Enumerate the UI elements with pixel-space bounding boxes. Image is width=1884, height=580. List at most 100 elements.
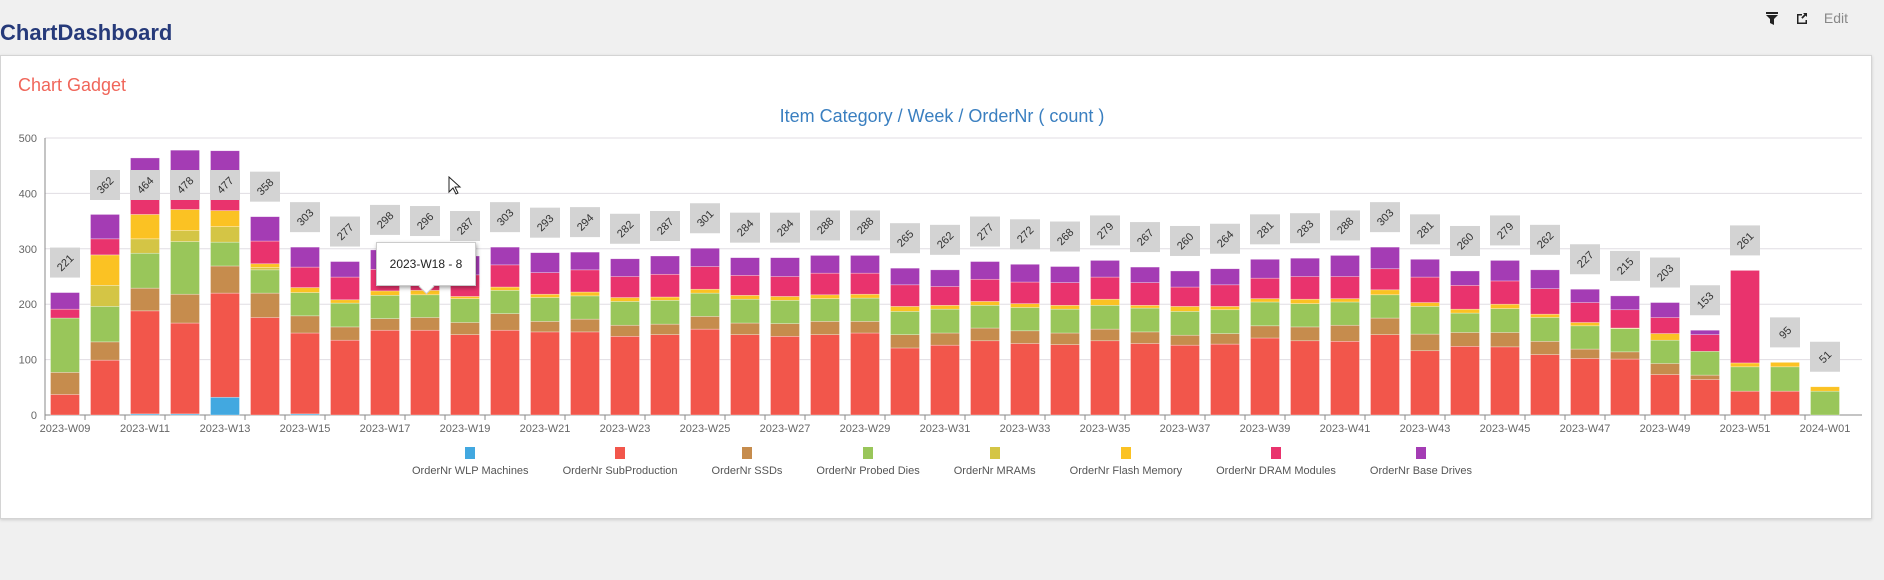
- bar-segment-ordernr-flash-memory-2023-W32[interactable]: [970, 301, 1000, 306]
- bar-segment-ordernr-ssds-2023-W49[interactable]: [1650, 363, 1680, 375]
- bar-segment-ordernr-ssds-2023-W25[interactable]: [690, 316, 720, 330]
- bar-segment-ordernr-subproduction-2023-W29[interactable]: [850, 332, 880, 416]
- bar-segment-ordernr-probed-dies-2023-W51[interactable]: [1730, 366, 1760, 392]
- bar-segment-ordernr-subproduction-2023-W46[interactable]: [1530, 354, 1560, 416]
- bar-segment-ordernr-base-drives-2023-W25[interactable]: [690, 247, 720, 267]
- bar-segment-ordernr-dram-modules-2023-W29[interactable]: [850, 272, 880, 295]
- bar-segment-ordernr-probed-dies-2023-W21[interactable]: [530, 297, 560, 322]
- bar-segment-ordernr-flash-memory-2023-W34[interactable]: [1050, 305, 1080, 310]
- bar-segment-ordernr-flash-memory-2023-W37[interactable]: [1170, 306, 1200, 312]
- bar-segment-ordernr-flash-memory-2023-W31[interactable]: [930, 305, 960, 310]
- bar-segment-ordernr-ssds-2023-W33[interactable]: [1010, 330, 1040, 344]
- bar-segment-ordernr-probed-dies-2023-W20[interactable]: [490, 290, 520, 314]
- legend-item[interactable]: OrderNr MRAMs: [954, 447, 1036, 477]
- bar-segment-ordernr-subproduction-2023-W43[interactable]: [1410, 350, 1440, 416]
- bar-segment-ordernr-dram-modules-2023-W38[interactable]: [1210, 284, 1240, 307]
- bar-segment-ordernr-subproduction-2023-W33[interactable]: [1010, 343, 1040, 416]
- bar-segment-ordernr-subproduction-2023-W42[interactable]: [1370, 334, 1400, 416]
- bar-segment-ordernr-subproduction-2023-W50[interactable]: [1690, 379, 1720, 416]
- bar-segment-ordernr-dram-modules-2023-W49[interactable]: [1650, 317, 1680, 334]
- bar-segment-ordernr-probed-dies-2023-W35[interactable]: [1090, 305, 1120, 330]
- legend-item[interactable]: OrderNr SSDs: [712, 447, 782, 477]
- bar-segment-ordernr-probed-dies-2023-W46[interactable]: [1530, 317, 1560, 342]
- bar-segment-ordernr-dram-modules-2023-W14[interactable]: [250, 240, 280, 265]
- bar-segment-ordernr-base-drives-2023-W26[interactable]: [730, 257, 760, 276]
- bar-segment-ordernr-flash-memory-2023-W39[interactable]: [1250, 298, 1280, 303]
- bar-segment-ordernr-base-drives-2023-W24[interactable]: [650, 255, 680, 275]
- bar-segment-ordernr-dram-modules-2023-W25[interactable]: [690, 266, 720, 290]
- bar-segment-ordernr-dram-modules-2023-W33[interactable]: [1010, 281, 1040, 304]
- bar-segment-ordernr-probed-dies-2023-W50[interactable]: [1690, 350, 1720, 376]
- bar-segment-ordernr-dram-modules-2023-W47[interactable]: [1570, 302, 1600, 323]
- bar-segment-ordernr-subproduction-2023-W16[interactable]: [330, 339, 360, 416]
- edit-button[interactable]: Edit: [1823, 10, 1848, 26]
- bar-segment-ordernr-subproduction-2023-W17[interactable]: [370, 329, 400, 416]
- bar-segment-ordernr-flash-memory-2023-W11[interactable]: [130, 214, 160, 240]
- bar-segment-ordernr-base-drives-2023-W48[interactable]: [1610, 295, 1640, 311]
- bar-segment-ordernr-probed-dies-2023-W33[interactable]: [1010, 307, 1040, 332]
- bar-segment-ordernr-subproduction-2023-W22[interactable]: [570, 331, 600, 416]
- bar-segment-ordernr-probed-dies-2023-W28[interactable]: [810, 298, 840, 322]
- bar-segment-ordernr-flash-memory-2023-W28[interactable]: [810, 294, 840, 299]
- bar-segment-ordernr-subproduction-2023-W12[interactable]: [170, 322, 200, 415]
- bar-segment-ordernr-dram-modules-2023-W39[interactable]: [1250, 277, 1280, 299]
- bar-segment-ordernr-base-drives-2023-W41[interactable]: [1330, 255, 1360, 277]
- bar-segment-ordernr-dram-modules-2023-W24[interactable]: [650, 273, 680, 298]
- bar-segment-ordernr-dram-modules-2023-W43[interactable]: [1410, 276, 1440, 303]
- bar-segment-ordernr-dram-modules-2023-W10[interactable]: [90, 238, 120, 256]
- bar-segment-ordernr-subproduction-2023-W35[interactable]: [1090, 340, 1120, 416]
- bar-segment-ordernr-probed-dies-2023-W45[interactable]: [1490, 308, 1520, 333]
- bar-segment-ordernr-subproduction-2023-W15[interactable]: [290, 332, 320, 415]
- bar-segment-ordernr-ssds-2023-W47[interactable]: [1570, 348, 1600, 359]
- bar-segment-ordernr-flash-memory-2023-W24[interactable]: [650, 296, 680, 301]
- bar-segment-ordernr-flash-memory-2023-W26[interactable]: [730, 295, 760, 300]
- bar-segment-ordernr-subproduction-2023-W27[interactable]: [770, 336, 800, 416]
- bar-segment-ordernr-dram-modules-2023-W31[interactable]: [930, 286, 960, 306]
- bar-segment-ordernr-subproduction-2023-W30[interactable]: [890, 347, 920, 416]
- bar-segment-ordernr-probed-dies-2023-W12[interactable]: [170, 241, 200, 295]
- bar-segment-ordernr-base-drives-2023-W28[interactable]: [810, 255, 840, 274]
- bar-segment-ordernr-probed-dies-2023-W49[interactable]: [1650, 339, 1680, 364]
- bar-segment-ordernr-ssds-2023-W12[interactable]: [170, 293, 200, 324]
- bar-segment-ordernr-base-drives-2023-W21[interactable]: [530, 252, 560, 273]
- bar-segment-ordernr-ssds-2023-W19[interactable]: [450, 322, 480, 335]
- bar-segment-ordernr-base-drives-2023-W22[interactable]: [570, 251, 600, 271]
- bar-segment-ordernr-base-drives-2023-W35[interactable]: [1090, 260, 1120, 278]
- bar-segment-ordernr-flash-memory-2023-W19[interactable]: [450, 296, 480, 299]
- bar-segment-ordernr-ssds-2023-W36[interactable]: [1130, 331, 1160, 344]
- bar-segment-ordernr-probed-dies-2023-W19[interactable]: [450, 298, 480, 323]
- bar-segment-ordernr-probed-dies-2023-W14[interactable]: [250, 269, 280, 294]
- bar-segment-ordernr-subproduction-2023-W51[interactable]: [1730, 390, 1760, 416]
- bar-segment-ordernr-flash-memory-2023-W49[interactable]: [1650, 333, 1680, 341]
- bar-segment-ordernr-probed-dies-2023-W15[interactable]: [290, 292, 320, 317]
- legend-item[interactable]: OrderNr Base Drives: [1370, 447, 1472, 477]
- bar-segment-ordernr-subproduction-2023-W10[interactable]: [90, 359, 120, 416]
- bar-segment-ordernr-probed-dies-2023-W48[interactable]: [1610, 328, 1640, 353]
- bar-segment-ordernr-base-drives-2023-W43[interactable]: [1410, 259, 1440, 278]
- bar-segment-ordernr-base-drives-2023-W16[interactable]: [330, 261, 360, 278]
- bar-segment-ordernr-subproduction-2023-W20[interactable]: [490, 329, 520, 416]
- bar-segment-ordernr-subproduction-2023-W23[interactable]: [610, 336, 640, 416]
- bar-segment-ordernr-flash-memory-2023-W14[interactable]: [250, 263, 280, 268]
- bar-segment-ordernr-mrams-2023-W12[interactable]: [170, 230, 200, 242]
- bar-segment-ordernr-ssds-2023-W50[interactable]: [1690, 374, 1720, 380]
- bar-segment-ordernr-base-drives-2023-W44[interactable]: [1450, 270, 1480, 286]
- bar-segment-ordernr-subproduction-2023-W21[interactable]: [530, 331, 560, 416]
- bar-segment-ordernr-flash-memory-2023-W25[interactable]: [690, 288, 720, 294]
- bar-segment-ordernr-ssds-2023-W27[interactable]: [770, 323, 800, 337]
- bar-segment-ordernr-subproduction-2023-W39[interactable]: [1250, 337, 1280, 416]
- bar-segment-ordernr-dram-modules-2023-W34[interactable]: [1050, 282, 1080, 306]
- bar-segment-ordernr-probed-dies-2023-W44[interactable]: [1450, 312, 1480, 333]
- bar-segment-ordernr-base-drives-2023-W38[interactable]: [1210, 268, 1240, 286]
- bar-segment-ordernr-probed-dies-2023-W29[interactable]: [850, 297, 880, 322]
- filter-icon[interactable]: [1764, 10, 1780, 26]
- bar-segment-ordernr-dram-modules-2023-W26[interactable]: [730, 275, 760, 296]
- bar-segment-ordernr-ssds-2023-W28[interactable]: [810, 321, 840, 335]
- bar-segment-ordernr-flash-memory-2023-W51[interactable]: [1730, 362, 1760, 368]
- bar-segment-ordernr-ssds-2023-W22[interactable]: [570, 318, 600, 333]
- bar-segment-ordernr-probed-dies-2023-W09[interactable]: [50, 317, 80, 373]
- bar-segment-ordernr-base-drives-2023-W15[interactable]: [290, 246, 320, 268]
- bar-segment-ordernr-ssds-2023-W20[interactable]: [490, 313, 520, 331]
- bar-segment-ordernr-subproduction-2023-W26[interactable]: [730, 334, 760, 416]
- bar-segment-ordernr-subproduction-2023-W14[interactable]: [250, 317, 280, 416]
